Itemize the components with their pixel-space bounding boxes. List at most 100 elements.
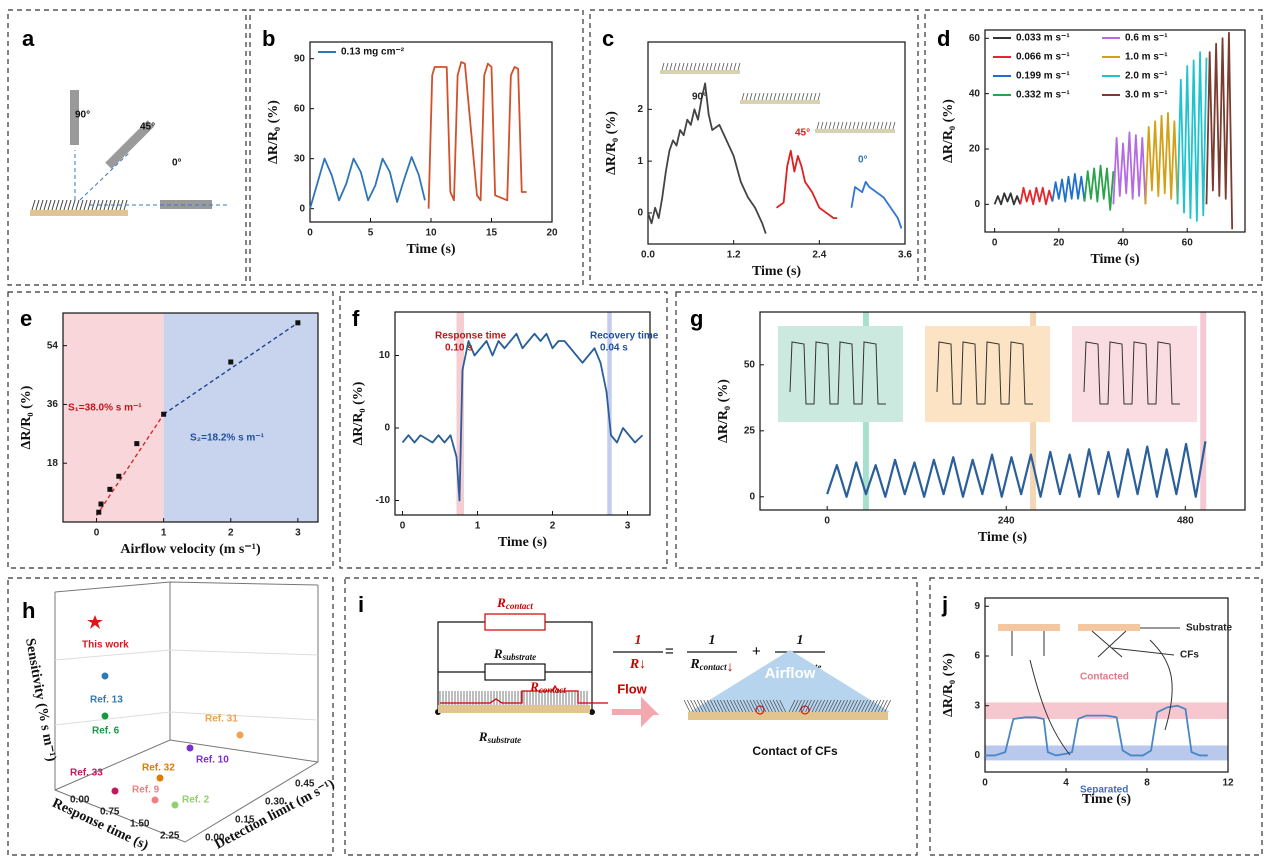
plot-frame bbox=[394, 311, 651, 516]
point-label: This work bbox=[82, 640, 129, 651]
x-tick-label: 2.25 bbox=[160, 831, 180, 842]
series-line bbox=[647, 82, 767, 234]
eq-num: 1 bbox=[709, 633, 716, 648]
point bbox=[151, 796, 159, 804]
x-tick-label: 1 bbox=[475, 521, 481, 532]
star bbox=[87, 615, 103, 629]
legend-label: 0.332 m s⁻¹ bbox=[1016, 90, 1070, 101]
annotation: 90° bbox=[692, 92, 707, 103]
plot-frame bbox=[984, 29, 1246, 233]
y-tick-label: 40 bbox=[969, 88, 981, 99]
x-axis-label: Time (s) bbox=[752, 264, 801, 279]
point-label: Ref. 32 bbox=[142, 763, 175, 774]
inset-box bbox=[1072, 326, 1197, 422]
schematic-bar bbox=[1078, 624, 1140, 631]
x-axis-label: Airflow velocity (m s⁻¹) bbox=[120, 542, 261, 557]
x-tick-label: 1 bbox=[161, 528, 167, 539]
y-tick-label: -10 bbox=[376, 495, 391, 506]
legend-label: 0.033 m s⁻¹ bbox=[1016, 33, 1070, 44]
panel-frame bbox=[675, 291, 1263, 569]
symbol: R bbox=[529, 679, 539, 694]
x-axis-label: Time (s) bbox=[498, 535, 547, 550]
x-tick-label: 8 bbox=[1144, 778, 1150, 789]
y-tick-label: 18 bbox=[47, 458, 59, 469]
x-tick-label: 3 bbox=[625, 521, 631, 532]
inset-wave bbox=[1083, 341, 1180, 405]
y-tick-label: 0 bbox=[974, 199, 980, 210]
x-tick-label: 0 bbox=[94, 528, 100, 539]
panel-label: b bbox=[262, 26, 275, 51]
substrate bbox=[438, 705, 590, 713]
y-tick-label: 0.00 bbox=[205, 833, 225, 844]
y-tick-label: 3 bbox=[974, 700, 980, 711]
rod bbox=[70, 90, 79, 145]
subscript: substrate bbox=[502, 652, 537, 662]
point bbox=[228, 359, 234, 365]
series-line bbox=[775, 149, 838, 220]
series-line bbox=[993, 192, 1022, 206]
panel-label: a bbox=[22, 26, 35, 51]
r-contact-label: Rcontact bbox=[496, 595, 533, 611]
x-tick-label: 0.00 bbox=[70, 795, 90, 806]
bent-fibers bbox=[683, 699, 892, 713]
panel-label: f bbox=[352, 306, 360, 331]
y-axis-label: ΔR/R₀ (%) bbox=[266, 100, 281, 164]
x-tick-label: 1.2 bbox=[727, 250, 741, 261]
eq-num: 1 bbox=[635, 633, 642, 648]
x-tick-label: 5 bbox=[368, 228, 374, 239]
panel-label: c bbox=[602, 26, 614, 51]
inset-substrate bbox=[660, 70, 740, 74]
point-label: Ref. 2 bbox=[182, 795, 210, 806]
annotation: CFs bbox=[1180, 650, 1199, 661]
series-line bbox=[1051, 172, 1086, 203]
symbol: R bbox=[629, 657, 639, 672]
series-line bbox=[1112, 131, 1147, 205]
x-tick-label: 20 bbox=[1053, 238, 1065, 249]
point bbox=[101, 712, 109, 720]
series-line bbox=[1176, 51, 1208, 222]
annotation: Separated bbox=[1080, 785, 1128, 796]
panel-frame bbox=[7, 291, 334, 569]
point bbox=[134, 441, 140, 447]
y-axis-label: ΔR/R₀ (%) bbox=[941, 99, 956, 163]
y-tick-label: 30 bbox=[294, 153, 306, 164]
panel-frame bbox=[344, 577, 918, 856]
point-label: Ref. 10 bbox=[196, 755, 229, 766]
annotation: Contacted bbox=[1080, 672, 1129, 683]
symbol: R bbox=[478, 729, 488, 744]
point bbox=[101, 672, 109, 680]
angle-label: 45° bbox=[140, 122, 155, 133]
y-tick-label: 90 bbox=[294, 53, 306, 64]
y-tick-label: 36 bbox=[47, 399, 59, 410]
annotation: 45° bbox=[795, 128, 810, 139]
x-tick-label: 0 bbox=[307, 228, 313, 239]
annotation: Response time bbox=[435, 331, 507, 342]
schematic-fibers bbox=[1011, 630, 1127, 658]
y-axis-label: ΔR/R₀ (%) bbox=[19, 385, 34, 449]
panel-label: j bbox=[941, 592, 948, 617]
series-line bbox=[427, 61, 527, 209]
point-label: Ref. 9 bbox=[132, 785, 160, 796]
legend-label: 1.0 m s⁻¹ bbox=[1125, 52, 1168, 63]
panel-frame bbox=[929, 577, 1263, 856]
x-tick-label: 12 bbox=[1222, 778, 1234, 789]
series-line bbox=[1205, 31, 1234, 230]
point bbox=[161, 411, 167, 417]
x-axis-label: Time (s) bbox=[1090, 252, 1139, 267]
inset-box bbox=[778, 326, 903, 422]
point bbox=[107, 486, 113, 492]
flow-lines bbox=[74, 150, 230, 206]
x-tick-label: 2 bbox=[228, 528, 234, 539]
y-axis-label: ΔR/R₀ (%) bbox=[941, 653, 956, 717]
airflow-cone bbox=[690, 650, 890, 712]
x-span bbox=[456, 312, 464, 515]
series-line bbox=[826, 441, 1207, 498]
angle-label: 90° bbox=[75, 110, 90, 121]
x-tick-label: 480 bbox=[1177, 516, 1194, 527]
x-tick-label: 4 bbox=[1063, 778, 1069, 789]
annotation: 45° bbox=[765, 58, 780, 69]
inset-fibers bbox=[741, 92, 821, 101]
x-axis-label: Time (s) bbox=[406, 242, 455, 257]
series-line bbox=[1019, 186, 1054, 206]
contact-mark bbox=[755, 705, 765, 715]
